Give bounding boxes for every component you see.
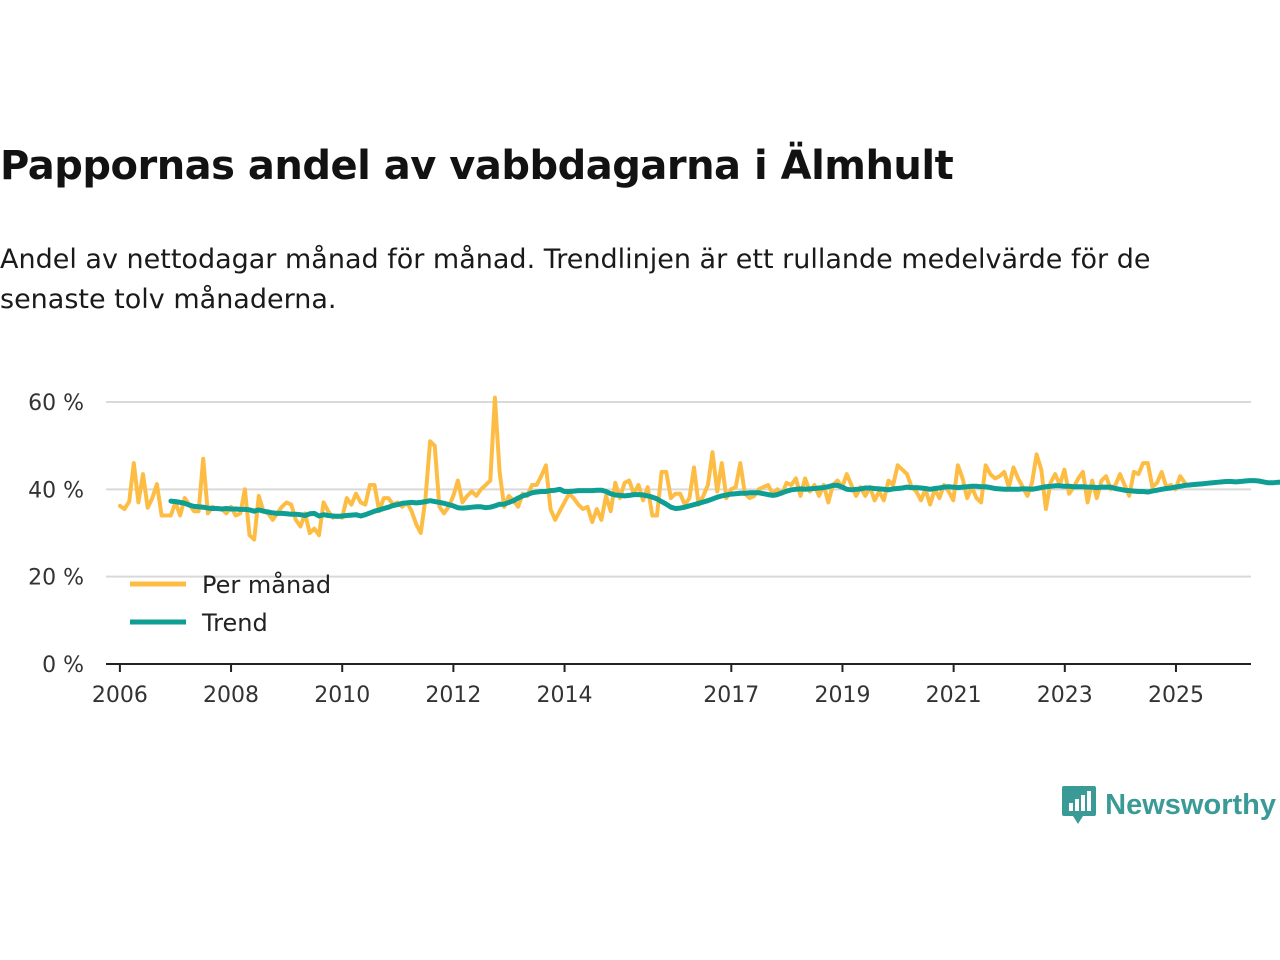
series-line-trend bbox=[168, 478, 1280, 519]
y-tick-label: 40 % bbox=[28, 478, 84, 503]
x-tick-label: 2017 bbox=[703, 683, 759, 708]
y-tick-label: 0 % bbox=[42, 653, 84, 678]
legend-label-monthly: Per månad bbox=[202, 570, 331, 599]
line-chart: 0 % 20 % 40 % 60 % 2006 2008 2010 2012 2014 2017… bbox=[28, 391, 1280, 708]
x-tick-label: 2006 bbox=[92, 683, 148, 708]
newsworthy-brand: Newsworthy bbox=[1061, 784, 1276, 826]
series-line-monthly bbox=[117, 395, 1187, 542]
x-tick-label: 2025 bbox=[1148, 683, 1204, 708]
x-tick-label: 2012 bbox=[425, 683, 481, 708]
series-lines bbox=[117, 395, 1280, 542]
bar-chart-speech-bubble-icon bbox=[1062, 786, 1097, 824]
page-title: Pappornas andel av vabbdagarna i Älmhult bbox=[0, 143, 954, 189]
y-tick-label: 60 % bbox=[28, 391, 84, 416]
x-tick-label: 2021 bbox=[926, 683, 982, 708]
x-axis: 2006 2008 2010 2012 2014 2017 2019 2021 2023 2025 bbox=[92, 663, 1251, 708]
page-subtitle: Andel av nettodagar månad för månad. Tre… bbox=[0, 244, 1151, 315]
x-tick-label: 2008 bbox=[203, 683, 259, 708]
legend-label-trend: Trend bbox=[201, 609, 268, 637]
x-tick-label: 2019 bbox=[814, 683, 870, 708]
x-tick-label: 2010 bbox=[314, 683, 370, 708]
grid-lines bbox=[106, 401, 1251, 578]
x-tick-label: 2014 bbox=[537, 683, 593, 708]
chart-legend: Per månad Trend bbox=[130, 570, 331, 637]
brand-name: Newsworthy bbox=[1105, 788, 1276, 821]
y-axis: 0 % 20 % 40 % 60 % bbox=[28, 391, 84, 678]
x-tick-label: 2023 bbox=[1037, 683, 1093, 708]
y-tick-label: 20 % bbox=[28, 566, 84, 591]
